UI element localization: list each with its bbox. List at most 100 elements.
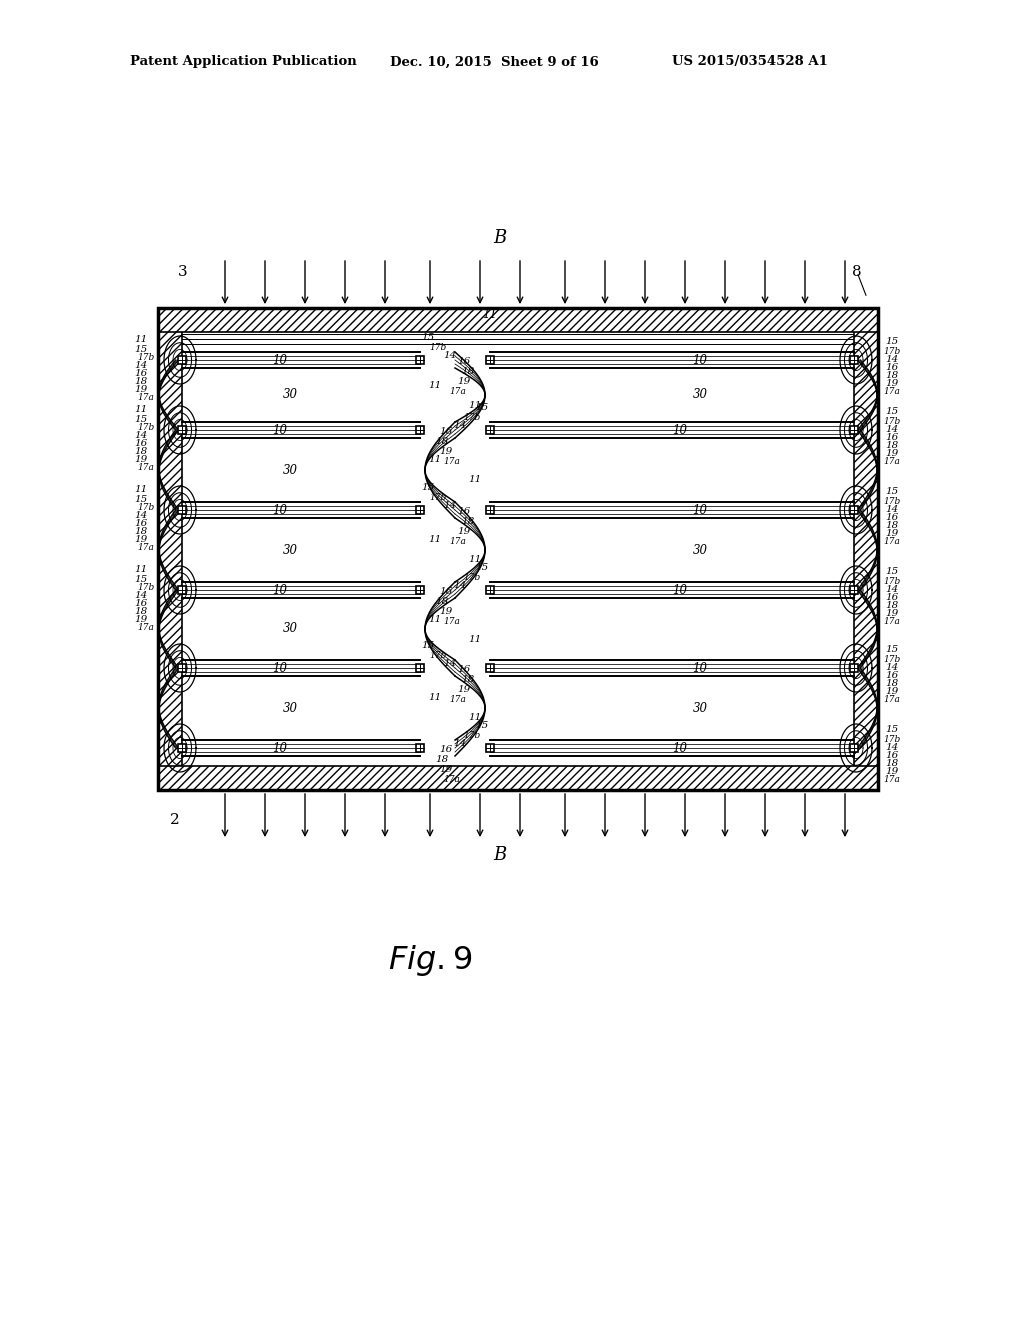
Bar [486, 426, 494, 434]
Text: $\mathit{Fig.9}$: $\mathit{Fig.9}$ [388, 942, 472, 978]
Text: 17a: 17a [884, 387, 900, 396]
Text: 18: 18 [886, 520, 899, 529]
Text: 11: 11 [134, 335, 147, 345]
Text: 8: 8 [852, 265, 862, 279]
Text: 30: 30 [692, 388, 708, 401]
Text: 11: 11 [428, 536, 441, 544]
Text: Dec. 10, 2015  Sheet 9 of 16: Dec. 10, 2015 Sheet 9 of 16 [390, 55, 599, 69]
Text: 19: 19 [439, 607, 453, 616]
Text: 15: 15 [134, 414, 147, 424]
Text: 17b: 17b [137, 503, 155, 511]
Bar [486, 744, 494, 752]
Text: 15: 15 [886, 568, 899, 577]
Text: 18: 18 [886, 441, 899, 450]
Bar [178, 664, 186, 672]
Text: 17a: 17a [137, 543, 155, 552]
Text: 11: 11 [134, 405, 147, 414]
Text: 15: 15 [886, 645, 899, 655]
Text: 14: 14 [454, 421, 467, 429]
Text: 17b: 17b [429, 651, 446, 660]
Text: 17b: 17b [137, 352, 155, 362]
Text: 15: 15 [886, 726, 899, 734]
Text: 16: 16 [439, 746, 453, 755]
Text: 14: 14 [886, 355, 899, 363]
Text: 18: 18 [134, 446, 147, 455]
Text: 14: 14 [454, 738, 467, 747]
Text: 15: 15 [886, 338, 899, 346]
Text: 19: 19 [886, 379, 899, 388]
Text: 11: 11 [428, 455, 441, 465]
Text: 10: 10 [272, 742, 288, 755]
Bar [178, 426, 186, 434]
Text: 16: 16 [886, 363, 899, 371]
Text: 10: 10 [272, 503, 288, 516]
Text: 14: 14 [443, 500, 457, 510]
Text: 15: 15 [421, 334, 434, 342]
Bar [850, 744, 858, 752]
Text: B: B [494, 846, 507, 865]
Text: 17a: 17a [450, 387, 467, 396]
Bar [850, 506, 858, 513]
Text: 17b: 17b [884, 655, 901, 664]
Text: 14: 14 [454, 581, 467, 590]
Text: 14: 14 [134, 430, 147, 440]
Text: 11: 11 [134, 565, 147, 574]
Text: 10: 10 [272, 354, 288, 367]
Text: 16: 16 [458, 507, 471, 516]
Text: 17b: 17b [464, 730, 480, 739]
Text: 18: 18 [462, 676, 475, 685]
Bar [850, 426, 858, 434]
Text: 15: 15 [421, 642, 434, 651]
Bar [416, 356, 424, 364]
Text: 17a: 17a [884, 616, 900, 626]
Text: 17a: 17a [443, 775, 461, 784]
Text: 30: 30 [283, 544, 298, 557]
Text: 11: 11 [468, 556, 481, 565]
Bar [486, 356, 494, 364]
Bar [416, 744, 424, 752]
Text: 17b: 17b [884, 734, 901, 743]
Text: 10: 10 [272, 661, 288, 675]
Text: 19: 19 [886, 767, 899, 776]
Text: 14: 14 [443, 659, 457, 668]
Text: 14: 14 [134, 360, 147, 370]
Text: 16: 16 [458, 358, 471, 367]
Text: 19: 19 [134, 615, 147, 623]
Text: 10: 10 [673, 742, 687, 755]
Text: 18: 18 [435, 598, 449, 606]
Text: 11: 11 [428, 693, 441, 702]
Text: US 2015/0354528 A1: US 2015/0354528 A1 [672, 55, 827, 69]
Text: 18: 18 [435, 437, 449, 446]
Bar [178, 356, 186, 364]
Text: 15: 15 [421, 483, 434, 492]
Text: 18: 18 [886, 678, 899, 688]
Text: 18: 18 [435, 755, 449, 764]
Text: 19: 19 [886, 449, 899, 458]
Bar [158, 766, 878, 789]
Text: 17a: 17a [884, 536, 900, 545]
Text: 15: 15 [886, 487, 899, 496]
Text: 18: 18 [462, 367, 475, 376]
Text: 17a: 17a [443, 616, 461, 626]
Text: 19: 19 [134, 454, 147, 463]
Text: 11: 11 [134, 486, 147, 495]
Text: 14: 14 [886, 504, 899, 513]
Text: 14: 14 [443, 351, 457, 359]
Text: 11: 11 [482, 309, 498, 322]
Text: 10: 10 [692, 354, 708, 367]
Text: 17b: 17b [884, 417, 901, 425]
Text: 17a: 17a [884, 694, 900, 704]
Text: 16: 16 [439, 428, 453, 437]
Text: 19: 19 [886, 686, 899, 696]
Text: 17b: 17b [137, 422, 155, 432]
Text: 19: 19 [886, 528, 899, 537]
Text: 18: 18 [134, 527, 147, 536]
Text: 17a: 17a [450, 536, 467, 545]
Text: 30: 30 [283, 388, 298, 401]
Text: 15: 15 [475, 404, 488, 412]
Text: 11: 11 [468, 714, 481, 722]
Text: 19: 19 [134, 384, 147, 393]
Bar [158, 308, 878, 333]
Text: 14: 14 [886, 663, 899, 672]
Text: 30: 30 [283, 701, 298, 714]
